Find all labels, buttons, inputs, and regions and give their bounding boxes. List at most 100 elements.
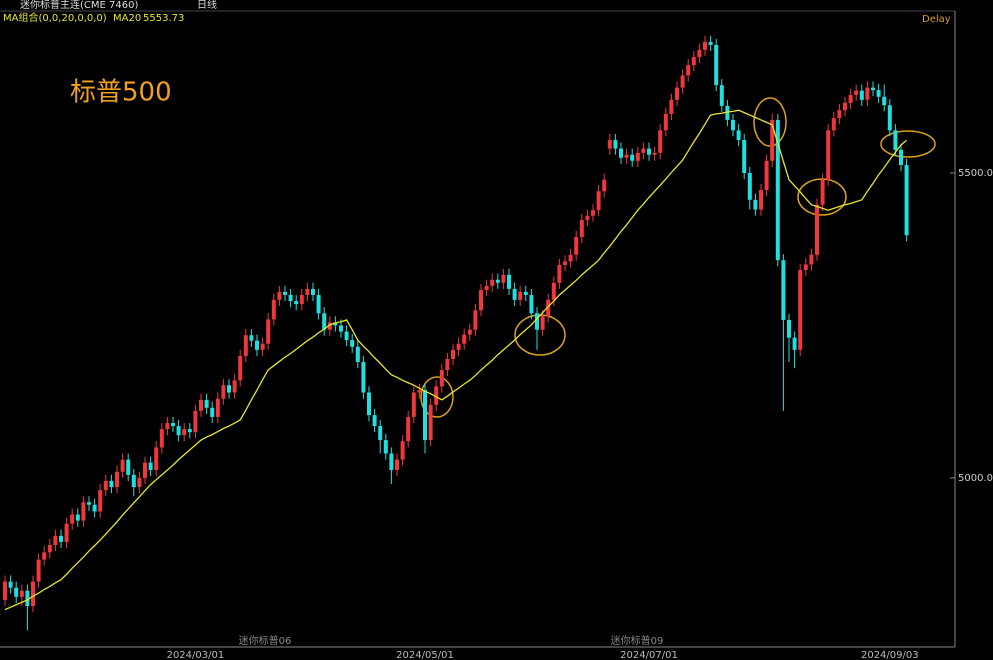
ma-line: [4, 109, 908, 611]
y-tick-label: 5500.00: [958, 168, 993, 179]
candle-body: [232, 380, 237, 393]
candle-body: [221, 385, 226, 399]
highlight-circle: [420, 376, 454, 418]
candle-body: [473, 310, 478, 330]
contract-title[interactable]: 迷你标普主连(CME 7460): [20, 0, 138, 11]
candle-body: [305, 288, 310, 295]
candle-body: [92, 504, 97, 512]
period[interactable]: 日线: [197, 0, 217, 11]
candle-body: [602, 179, 607, 192]
highlight-circle: [797, 178, 847, 216]
candle-body: [490, 279, 495, 286]
candle-body: [227, 385, 231, 393]
candle-body: [652, 152, 657, 155]
candle-body: [585, 215, 590, 220]
candle-body: [624, 154, 629, 158]
candle-body: [148, 462, 153, 470]
candle-body: [658, 130, 663, 153]
candle-body: [423, 390, 427, 441]
x-tick-label: 2024/03/01: [167, 650, 225, 660]
candle-body: [725, 105, 730, 120]
candle-body: [613, 140, 618, 149]
candle-body: [871, 87, 875, 91]
candle-body: [831, 118, 836, 131]
status: Delay: [922, 14, 951, 25]
candle-body: [87, 502, 91, 505]
candle-body: [400, 441, 405, 460]
candle-body: [826, 130, 831, 180]
candle-body: [143, 462, 147, 478]
candle-body: [187, 429, 192, 433]
candle-body: [327, 322, 332, 330]
candle-body: [899, 149, 903, 166]
candle-body: [462, 334, 467, 344]
candle-body: [451, 349, 455, 359]
x-tick-label: 2024/05/01: [396, 650, 454, 660]
candle-body: [193, 410, 198, 433]
candle-body: [333, 322, 338, 326]
candle-body: [81, 502, 86, 521]
candle-body: [344, 331, 349, 341]
candle-body: [109, 480, 114, 488]
candle-body: [691, 57, 696, 66]
candle-body: [591, 210, 595, 216]
candle-body: [865, 87, 870, 100]
ma-name: MA20: [113, 13, 141, 24]
candle-body: [792, 337, 797, 350]
candle-body: [389, 453, 394, 470]
candle-body: [210, 407, 215, 417]
candle-body: [126, 459, 131, 475]
candle-body: [445, 358, 450, 370]
candle-body: [781, 260, 786, 320]
candle-body: [747, 172, 752, 200]
candle-body: [19, 590, 24, 597]
candle-body: [686, 65, 691, 76]
candle-body: [70, 514, 75, 524]
candle-body: [176, 426, 181, 436]
candle-body: [837, 110, 842, 119]
candle-body: [311, 288, 315, 295]
candle-body: [159, 429, 164, 448]
candle-body: [25, 590, 30, 606]
candle-body: [551, 282, 556, 300]
candle-body: [759, 190, 763, 210]
candle-body: [535, 313, 539, 330]
candle-body: [820, 179, 825, 205]
candle-body: [53, 535, 58, 545]
candle-body: [171, 423, 175, 427]
ma-group[interactable]: MA组合(0,0,20,0,0,0): [3, 11, 107, 24]
candle-body: [294, 301, 299, 305]
candle-body: [887, 105, 892, 131]
candle-body: [115, 471, 119, 488]
candle-body: [708, 41, 713, 45]
candle-body: [3, 581, 7, 600]
candle-body: [378, 426, 383, 441]
candle-body: [882, 96, 887, 106]
candle-body: [697, 49, 702, 58]
candle-body: [854, 90, 859, 95]
candle-body: [243, 335, 248, 356]
candle-body: [339, 325, 343, 332]
candle-body: [350, 340, 355, 347]
annotation: 迷你标普06: [239, 634, 292, 647]
candle-body: [355, 346, 360, 363]
candle-body: [798, 269, 803, 350]
candle-body: [439, 369, 444, 387]
candle-body: [434, 386, 439, 405]
candle-body: [714, 44, 719, 86]
candle-body: [876, 90, 881, 97]
candle-body: [563, 261, 567, 266]
candle-body: [417, 390, 422, 393]
candle-body: [518, 291, 523, 300]
candle-body: [507, 274, 511, 289]
candle-body: [669, 99, 674, 114]
candle-body: [859, 90, 864, 100]
candle-body: [36, 559, 41, 582]
candle-body: [277, 291, 282, 300]
candle-body: [103, 480, 108, 491]
candle-body: [803, 264, 808, 270]
candle-body: [59, 535, 63, 542]
candle-body: [367, 392, 371, 416]
candle-body: [815, 204, 819, 255]
